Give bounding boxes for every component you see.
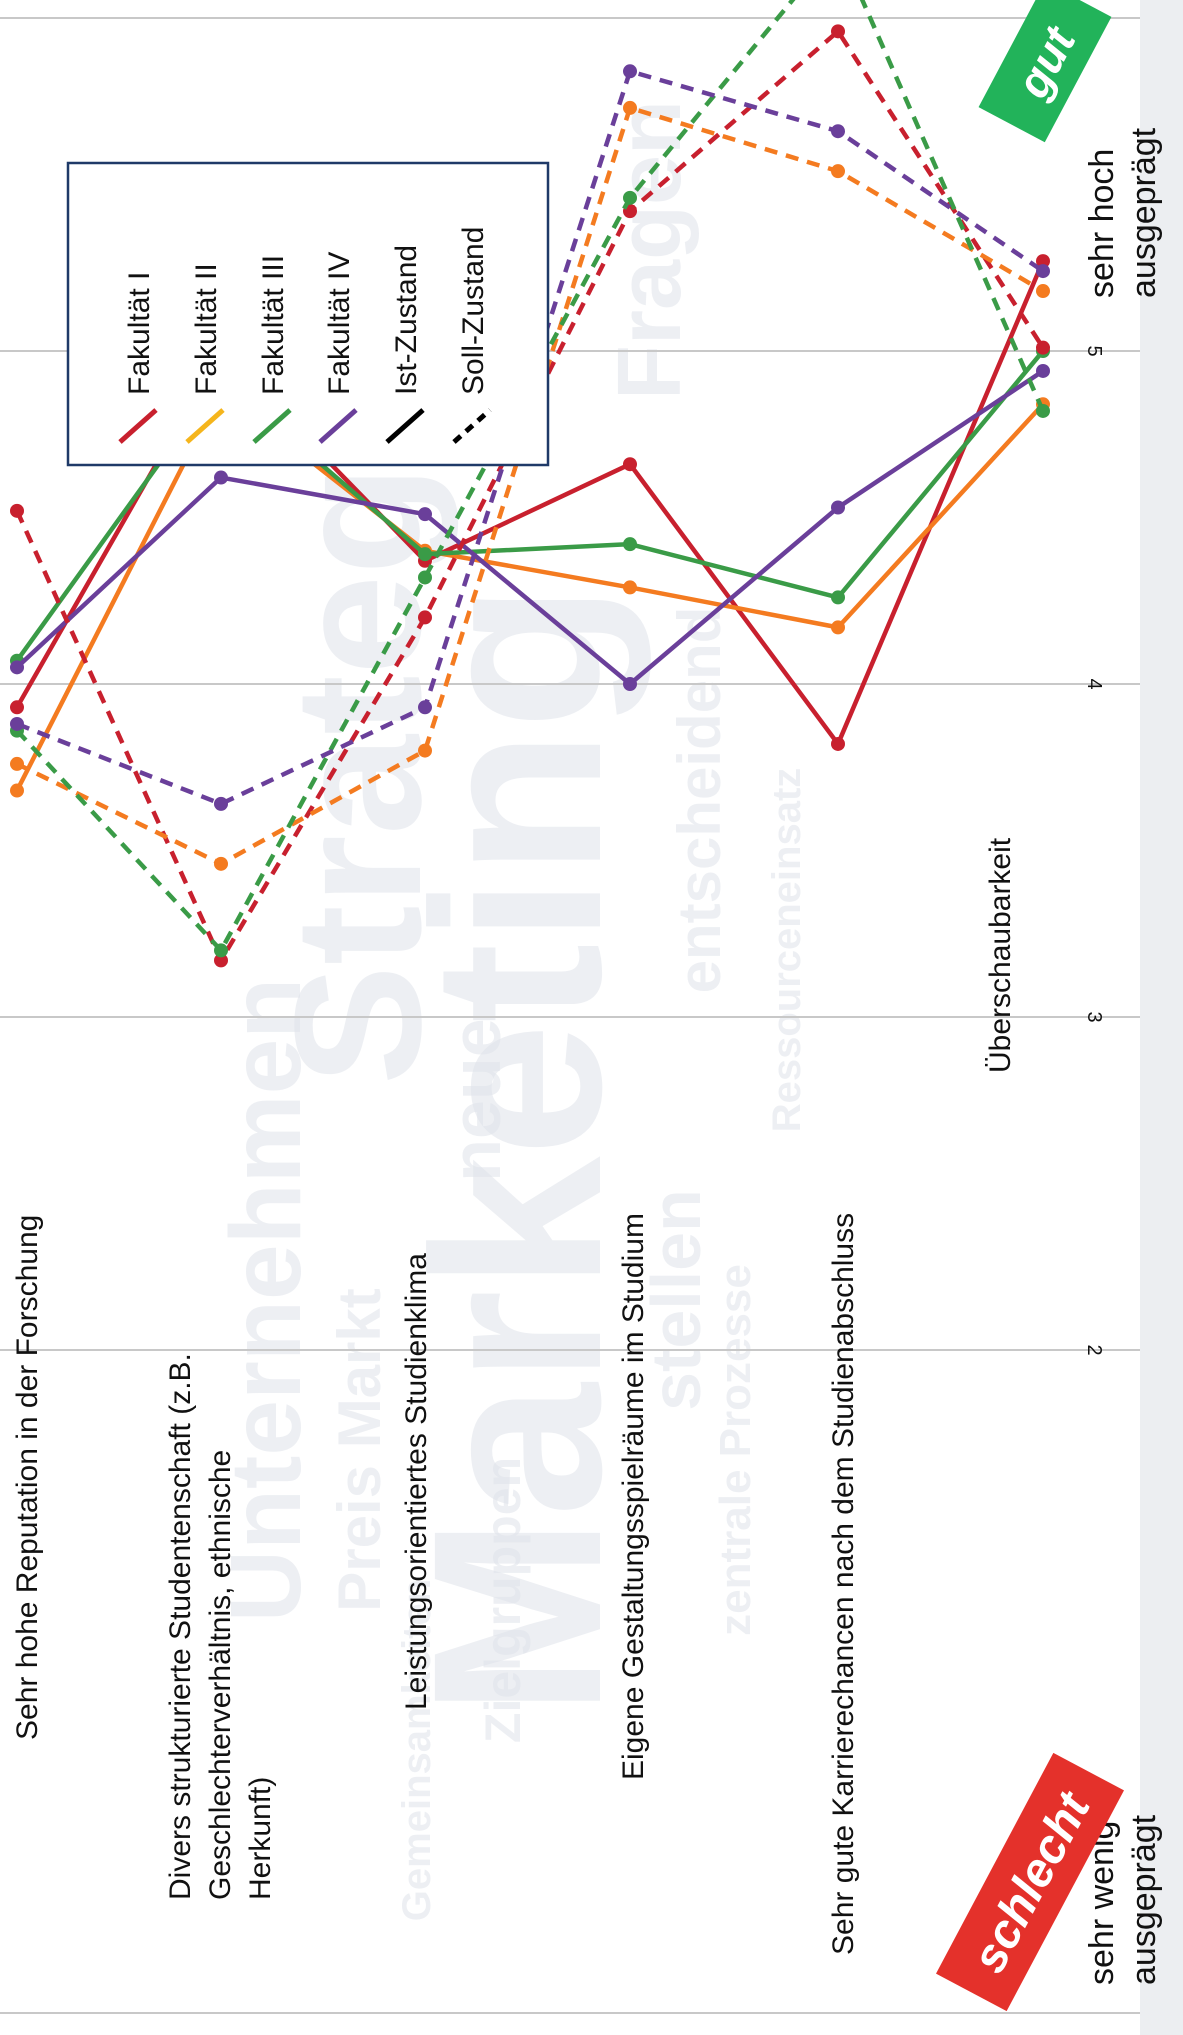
category-label-line: Sehr hohe Reputation in der Forschung: [11, 1215, 44, 1740]
legend-item: Fakultät II: [185, 263, 225, 444]
series-line: [15, 369, 1045, 687]
category-label: Eigene Gestaltungsspielräume im Studium: [617, 1213, 650, 1780]
legend-item: Fakultät IV: [318, 252, 358, 444]
data-point: [10, 783, 24, 798]
data-point: [418, 547, 432, 562]
data-point: [1036, 284, 1050, 299]
data-point: [831, 24, 845, 39]
scale-label-low: sehr wenig ausgeprägt: [1083, 1814, 1163, 1985]
data-point: [10, 700, 24, 715]
data-point: [623, 64, 637, 79]
legend-label: Fakultät II: [190, 263, 223, 395]
data-point: [623, 677, 637, 691]
legend-swatch: [185, 408, 225, 444]
data-point: [418, 743, 432, 758]
legend-item: Fakultät III: [252, 255, 292, 444]
tick-label: 5: [1083, 345, 1105, 356]
tick-label: 2: [1083, 1344, 1105, 1355]
data-point: [831, 164, 845, 179]
data-point: [1036, 403, 1050, 418]
badge-low-bg: [935, 1752, 1125, 2012]
data-point: [1036, 363, 1050, 378]
data-point: [214, 953, 228, 968]
watermark-word: Preis Markt: [326, 1288, 393, 1612]
watermark-word: Unternehmen: [210, 978, 322, 1623]
data-point: [623, 100, 637, 115]
data-point: [418, 570, 432, 585]
watermark-word: neue: [437, 1018, 515, 1181]
series-line: [15, 0, 1046, 953]
legend-label: Fakultät IV: [323, 252, 356, 395]
data-point: [623, 457, 637, 472]
category-label-line: Leistungsorientiertes Studienklima: [400, 1253, 433, 1710]
legend-item: Soll-Zustand: [452, 227, 492, 444]
data-point: [10, 716, 24, 731]
badge-high-bg: [978, 0, 1112, 143]
category-label: Leistungsorientiertes Studienklima: [400, 1253, 433, 1710]
category-label: Sehr hohe Reputation in der Forschung: [11, 1215, 44, 1740]
data-point: [1036, 340, 1050, 355]
data-point: [214, 856, 228, 871]
data-point: [10, 756, 24, 771]
data-point: [1036, 254, 1050, 269]
data-point: [831, 620, 845, 635]
data-point: [214, 943, 228, 958]
category-label: Divers strukturierte Studentenschaft (z.…: [164, 1353, 277, 1900]
data-point: [418, 700, 432, 715]
data-point: [418, 507, 432, 522]
category-label-line: Herkunft): [244, 1777, 277, 1900]
data-point: [623, 190, 637, 205]
watermark-word: stellen: [637, 1189, 715, 1411]
data-point: [1036, 264, 1050, 279]
watermark-word: Ressourceneinsatz: [765, 768, 809, 1133]
legend-swatch: [385, 408, 425, 444]
watermark-word: Zielgruppen: [475, 1457, 531, 1743]
badge-high: gut: [978, 0, 1112, 143]
data-point: [418, 610, 432, 625]
scale-label-line: sehr hoch: [1083, 149, 1121, 298]
category-label: Überschaubarkeit: [984, 837, 1017, 1073]
legend-swatch: [318, 408, 358, 444]
data-point: [10, 660, 24, 675]
legend-item: Ist-Zustand: [385, 245, 425, 444]
data-point: [10, 503, 24, 518]
tick-label: 4: [1083, 678, 1105, 689]
category-label: Sehr gute Karrierechancen nach dem Studi…: [827, 1213, 860, 1955]
legend-swatch: [452, 408, 492, 444]
watermark-word: Fragen: [600, 100, 700, 400]
category-label-line: Geschlechterverhältnis, ethnische: [204, 1450, 237, 1900]
data-point: [831, 124, 845, 139]
data-point: [214, 470, 228, 485]
scale-label-line: ausgeprägt: [1125, 127, 1163, 298]
data-point: [623, 580, 637, 595]
category-label-line: Überschaubarkeit: [984, 837, 1017, 1073]
legend: Fakultät I Fakultät II Fakultät III Fakultä…: [66, 161, 550, 467]
category-label-line: Sehr gute Karrierechancen nach dem Studi…: [827, 1213, 860, 1955]
tick-label: 3: [1083, 1011, 1105, 1022]
category-label-line: Divers strukturierte Studentenschaft (z.…: [164, 1353, 197, 1900]
data-point: [214, 796, 228, 811]
edge-band: [1140, 0, 1183, 2035]
watermark-word: Marketing: [383, 583, 651, 1717]
legend-label: Fakultät I: [123, 272, 156, 395]
legend-swatch: [118, 408, 158, 444]
legend-label: Soll-Zustand: [457, 227, 490, 395]
legend-label: Ist-Zustand: [390, 245, 423, 395]
watermark-word: Gemeinsamkeiten: [395, 1579, 439, 1921]
data-point: [831, 736, 845, 751]
legend-label: Fakultät III: [257, 255, 290, 395]
scale-label-line: ausgeprägt: [1125, 1814, 1163, 1985]
plot-area: 234567Sehr hohe Reputation in der Forsch…: [0, 0, 1163, 2014]
watermark-word: entscheidend: [666, 607, 733, 994]
legend-swatch: [252, 408, 292, 444]
data-point: [831, 590, 845, 605]
legend-item: Fakultät I: [118, 272, 158, 444]
data-point: [623, 537, 637, 552]
watermark-word: zentrale Prozesse: [711, 1264, 760, 1636]
category-label-line: Eigene Gestaltungsspielräume im Studium: [617, 1213, 650, 1780]
scale-label-high: sehr hoch ausgeprägt: [1083, 127, 1163, 298]
data-point: [831, 500, 845, 515]
